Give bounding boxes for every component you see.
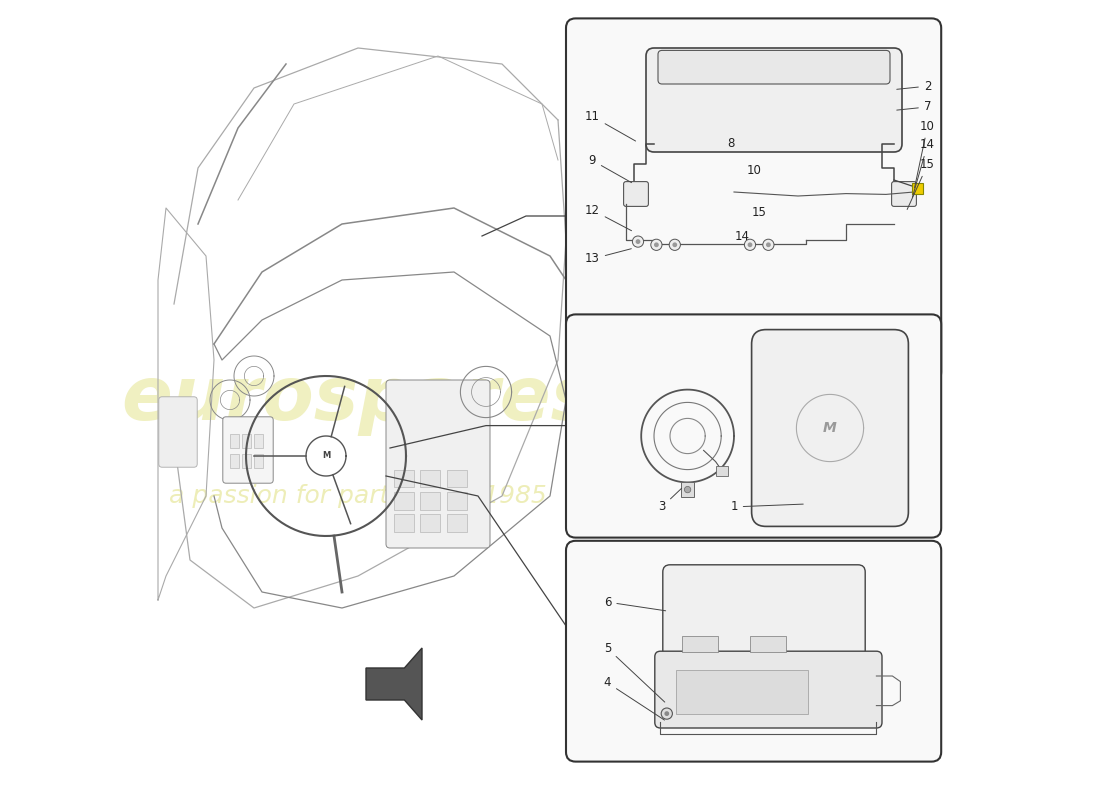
- FancyBboxPatch shape: [751, 330, 909, 526]
- Bar: [230, 434, 239, 448]
- Circle shape: [672, 242, 678, 247]
- Text: 9: 9: [588, 154, 631, 182]
- FancyBboxPatch shape: [624, 182, 648, 206]
- Text: 12: 12: [585, 204, 631, 230]
- Text: 3: 3: [658, 488, 682, 514]
- Circle shape: [664, 711, 669, 716]
- Text: a passion for parts since 1985: a passion for parts since 1985: [169, 484, 547, 508]
- Text: eurospares: eurospares: [121, 363, 595, 437]
- FancyBboxPatch shape: [663, 565, 866, 659]
- Bar: [394, 514, 414, 532]
- Circle shape: [669, 239, 681, 250]
- FancyBboxPatch shape: [658, 50, 890, 84]
- Text: 13: 13: [585, 249, 631, 266]
- FancyBboxPatch shape: [566, 314, 942, 538]
- Text: 1: 1: [730, 501, 803, 514]
- Bar: [716, 466, 727, 476]
- Circle shape: [661, 708, 672, 719]
- Circle shape: [762, 239, 774, 250]
- Bar: [242, 454, 251, 468]
- Circle shape: [651, 239, 662, 250]
- FancyBboxPatch shape: [892, 182, 916, 206]
- Bar: [750, 636, 786, 652]
- FancyBboxPatch shape: [646, 48, 902, 152]
- Bar: [420, 470, 440, 487]
- Polygon shape: [366, 648, 422, 720]
- Bar: [676, 670, 808, 714]
- Text: 8: 8: [727, 138, 735, 150]
- Bar: [681, 482, 694, 497]
- Bar: [447, 514, 466, 532]
- Circle shape: [632, 236, 644, 247]
- Text: 6: 6: [604, 595, 666, 610]
- Bar: [420, 514, 440, 532]
- Bar: [242, 434, 251, 448]
- Bar: [682, 636, 718, 652]
- FancyBboxPatch shape: [566, 541, 942, 762]
- Bar: [420, 492, 440, 510]
- Text: 5: 5: [604, 642, 664, 702]
- Bar: [447, 492, 466, 510]
- Circle shape: [748, 242, 752, 247]
- Bar: [230, 454, 239, 468]
- Text: M: M: [322, 451, 330, 461]
- Bar: [394, 492, 414, 510]
- Bar: [254, 434, 263, 448]
- Text: 15: 15: [908, 158, 935, 210]
- Circle shape: [745, 239, 756, 250]
- FancyBboxPatch shape: [566, 18, 942, 382]
- Text: 7: 7: [896, 100, 932, 114]
- Bar: [912, 183, 923, 194]
- Text: 10: 10: [914, 119, 935, 188]
- Text: M: M: [823, 421, 837, 435]
- FancyBboxPatch shape: [223, 417, 273, 483]
- FancyBboxPatch shape: [654, 651, 882, 728]
- Text: 11: 11: [585, 110, 636, 141]
- Text: 14: 14: [912, 138, 935, 198]
- Circle shape: [654, 242, 659, 247]
- Text: 2: 2: [896, 80, 932, 93]
- Circle shape: [766, 242, 771, 247]
- Text: 4: 4: [604, 677, 664, 720]
- Text: 15: 15: [752, 206, 767, 219]
- FancyBboxPatch shape: [158, 397, 197, 467]
- Bar: [447, 470, 466, 487]
- Text: 14: 14: [735, 230, 749, 243]
- Bar: [254, 454, 263, 468]
- Text: 10: 10: [747, 164, 761, 178]
- Circle shape: [684, 486, 691, 493]
- FancyBboxPatch shape: [386, 380, 490, 548]
- Circle shape: [636, 239, 640, 244]
- Bar: [394, 470, 414, 487]
